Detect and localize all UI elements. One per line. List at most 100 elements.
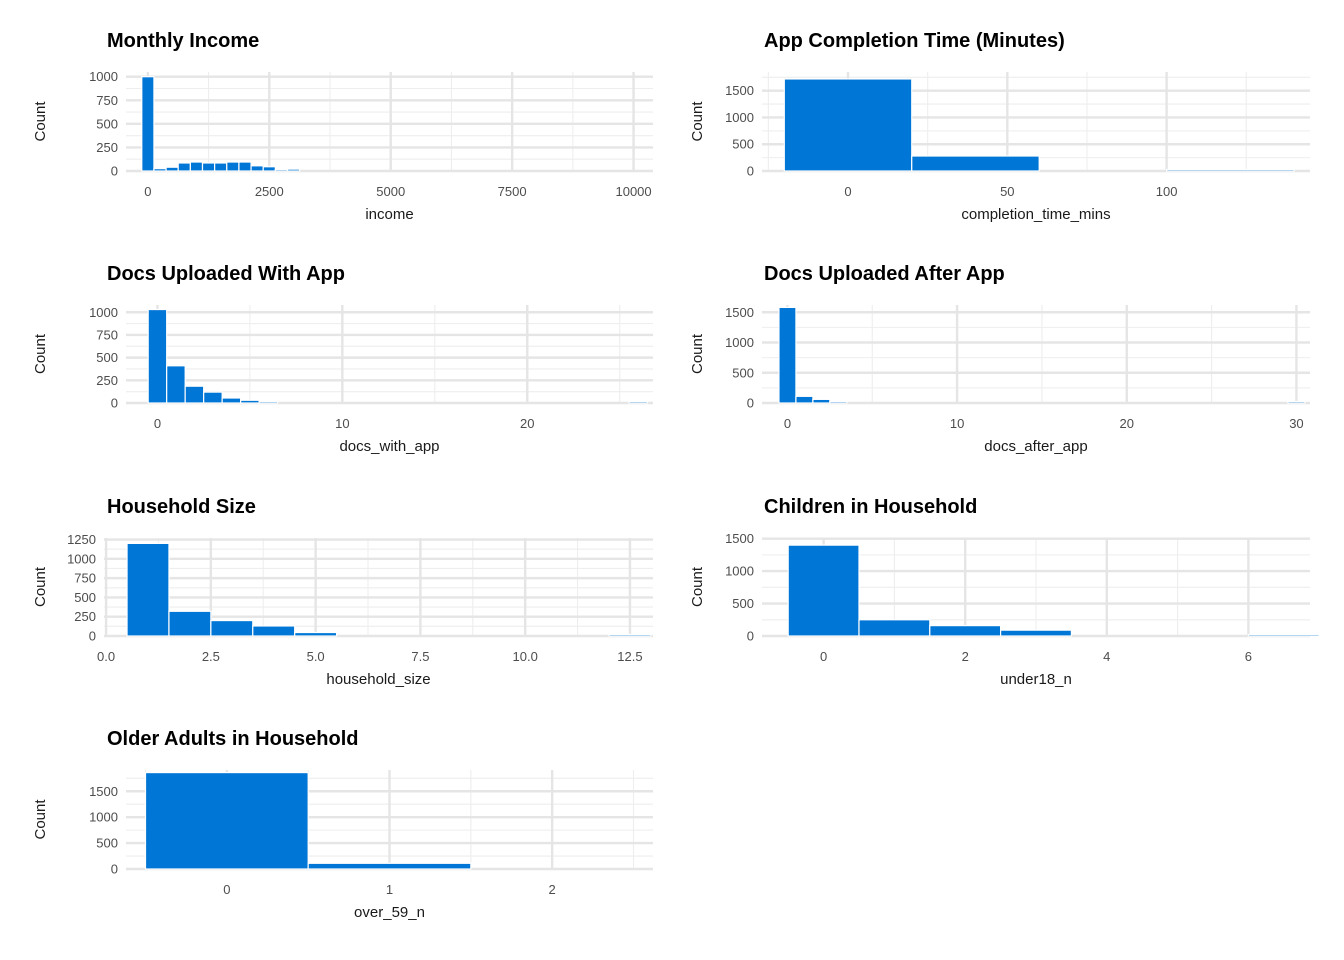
- y-axis-title: Count: [32, 799, 49, 840]
- histogram-bar: [177, 162, 191, 172]
- panel-title: App Completion Time (Minutes): [764, 30, 1065, 52]
- y-tick-label: 0: [111, 164, 118, 179]
- x-tick-label: 0: [154, 416, 161, 431]
- x-axis-title: income: [365, 206, 413, 223]
- x-tick-label: 6: [1245, 649, 1252, 664]
- histogram-bar: [1247, 633, 1320, 637]
- histogram-bar: [858, 619, 931, 637]
- histogram-bar: [126, 542, 170, 637]
- y-axis-title: Count: [32, 333, 49, 374]
- x-tick-label: 2: [962, 649, 969, 664]
- y-tick-label: 0: [747, 629, 754, 644]
- x-tick-label: 0: [784, 416, 791, 431]
- panel-household: 0 250 500 750 1000 1250 0.0 2.5 5.0 7.5 10.0 12.5 ho…: [32, 496, 653, 688]
- y-tick-label: 1000: [89, 305, 118, 320]
- x-tick-label: 20: [1120, 416, 1134, 431]
- x-tick-label: 10: [335, 416, 349, 431]
- panel-title: Children in Household: [764, 496, 977, 518]
- y-tick-label: 250: [96, 140, 118, 155]
- x-tick-label: 1: [386, 882, 393, 897]
- y-axis-title: Count: [32, 566, 49, 607]
- x-tick-label: 5.0: [307, 649, 325, 664]
- panel-title: Household Size: [107, 496, 256, 518]
- y-tick-label: 750: [96, 327, 118, 342]
- histogram-bar: [221, 397, 242, 404]
- histogram-bar: [262, 166, 276, 172]
- y-tick-label: 500: [96, 836, 118, 851]
- x-tick-label: 7500: [498, 184, 527, 199]
- histogram-bar: [1166, 168, 1295, 172]
- y-axis-title: Count: [689, 566, 706, 607]
- histogram-bar: [250, 165, 264, 172]
- x-tick-label: 30: [1289, 416, 1303, 431]
- histogram-bar: [783, 78, 913, 172]
- histogram-bar: [240, 399, 260, 404]
- histogram-bar: [144, 771, 309, 870]
- x-axis-title: completion_time_mins: [961, 206, 1110, 223]
- y-axis-title: Count: [32, 101, 49, 142]
- y-tick-label: 0: [111, 396, 118, 411]
- histogram-bar: [274, 168, 289, 172]
- x-tick-label: 0.0: [97, 649, 115, 664]
- histogram-bar: [778, 306, 797, 404]
- y-tick-label: 1500: [725, 531, 754, 546]
- y-tick-label: 1000: [725, 335, 754, 350]
- x-axis-title: over_59_n: [354, 904, 425, 921]
- x-tick-label: 10000: [615, 184, 651, 199]
- y-tick-label: 1500: [725, 305, 754, 320]
- panel-completion: 0 500 1000 1500 0 50 100 completion_time_mins Co…: [689, 30, 1310, 223]
- x-tick-label: 12.5: [617, 649, 642, 664]
- x-tick-label: 0: [820, 649, 827, 664]
- y-tick-label: 500: [732, 365, 754, 380]
- histogram-bar: [829, 400, 848, 404]
- x-tick-label: 10: [950, 416, 964, 431]
- y-tick-label: 1000: [725, 110, 754, 125]
- x-axis-title: under18_n: [1000, 671, 1072, 688]
- histogram-bar: [201, 162, 216, 172]
- histogram-bar: [307, 862, 472, 870]
- histogram-bar: [1287, 400, 1306, 404]
- x-tick-label: 2: [549, 882, 556, 897]
- panel-title: Older Adults in Household: [107, 728, 358, 750]
- histogram-bar: [153, 168, 167, 172]
- histogram-bar: [184, 385, 205, 404]
- y-axis-title: Count: [689, 333, 706, 374]
- x-tick-label: 4: [1103, 649, 1110, 664]
- x-tick-label: 0: [144, 184, 151, 199]
- panel-title: Monthly Income: [107, 30, 259, 52]
- y-tick-label: 250: [74, 609, 96, 624]
- y-tick-label: 0: [111, 862, 118, 877]
- histogram-bar: [238, 161, 252, 172]
- x-tick-label: 50: [1000, 184, 1014, 199]
- x-tick-label: 5000: [376, 184, 405, 199]
- x-axis-title: docs_with_app: [339, 438, 439, 455]
- histogram-bar: [210, 619, 254, 637]
- histogram-bar: [141, 76, 155, 172]
- histogram-bar: [911, 155, 1040, 172]
- y-tick-label: 0: [747, 164, 754, 179]
- panel-under18: 0 500 1000 1500 0 2 4 6 under18_n Count Children i…: [689, 496, 1320, 688]
- histogram-bar: [189, 161, 204, 172]
- histogram-bar: [294, 631, 338, 637]
- histogram-bar: [203, 391, 223, 404]
- panel-docs_after: 0 500 1000 1500 0 10 20 30 docs_after_app Count Do…: [689, 263, 1310, 455]
- histogram-bar: [608, 633, 652, 637]
- y-tick-label: 0: [89, 629, 96, 644]
- y-tick-label: 0: [747, 396, 754, 411]
- x-tick-label: 0: [223, 882, 230, 897]
- histogram-bar: [787, 544, 860, 637]
- histogram-bar: [929, 625, 1002, 637]
- y-tick-label: 500: [74, 590, 96, 605]
- panel-title: Docs Uploaded With App: [107, 263, 345, 285]
- histogram-bar: [226, 161, 240, 172]
- panel-over59: 0 500 1000 1500 0 1 2 over_59_n Count Older Adult…: [32, 728, 653, 921]
- y-tick-label: 750: [96, 93, 118, 108]
- y-tick-label: 500: [732, 596, 754, 611]
- y-tick-label: 500: [732, 137, 754, 152]
- y-tick-label: 1500: [725, 83, 754, 98]
- y-tick-label: 500: [96, 350, 118, 365]
- y-tick-label: 500: [96, 116, 118, 131]
- histogram-bar: [286, 168, 301, 172]
